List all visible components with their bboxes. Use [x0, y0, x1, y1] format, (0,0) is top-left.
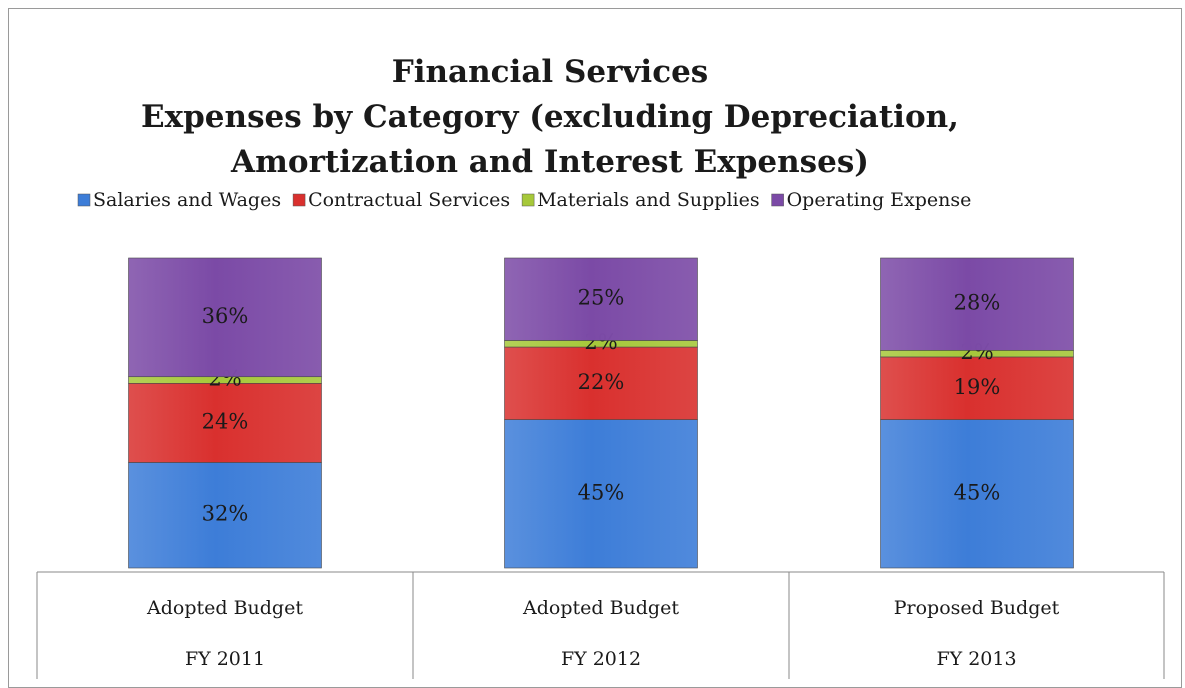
bar-segment-contractual-services [504, 346, 698, 420]
bar-segment-operating-expense [504, 257, 698, 341]
bar-stack-2: 45%22%2%25% [504, 257, 698, 569]
bar-segment-contractual-services [880, 356, 1074, 420]
legend-item-materials-and-supplies: Materials and Supplies [521, 189, 760, 211]
legend-swatch [77, 193, 91, 207]
category-label-1: Adopted Budget FY 2011 [146, 597, 303, 670]
legend-item-operating-expense: Operating Expense [771, 189, 972, 211]
data-label-contractual-services: 22% [578, 370, 625, 394]
bar-segment-operating-expense [128, 257, 322, 378]
category-label-line-1: Adopted Budget [522, 597, 679, 619]
legend-label: Materials and Supplies [537, 189, 760, 211]
category-label-3: Proposed Budget FY 2013 [894, 597, 1060, 670]
data-label-contractual-services: 24% [202, 409, 249, 433]
bar-stack-1: 32%24%2%36% [128, 257, 322, 569]
bar-segment-salaries-and-wages [504, 419, 698, 569]
legend-item-salaries-and-wages: Salaries and Wages [77, 189, 281, 211]
chart-title-line-2: Expenses by Category (excluding Deprecia… [141, 99, 959, 135]
chart-title-line-3: Amortization and Interest Expenses) [230, 144, 869, 180]
category-label-line-2: FY 2013 [936, 648, 1016, 670]
category-label-line-1: Proposed Budget [894, 597, 1060, 619]
legend-swatch [292, 193, 306, 207]
legend-swatch [521, 193, 535, 207]
data-label-salaries-and-wages: 45% [954, 480, 1001, 504]
data-label-operating-expense: 25% [578, 286, 625, 310]
bar-stack-3: 45%19%2%28% [880, 257, 1074, 569]
legend-label: Salaries and Wages [93, 189, 281, 211]
data-label-operating-expense: 28% [954, 291, 1001, 315]
chart-title-line-1: Financial Services [392, 54, 709, 90]
category-label-line-2: FY 2012 [561, 648, 641, 670]
bars: 32%24%2%36%45%22%2%25%45%19%2%28% [128, 257, 1074, 569]
legend-swatch [771, 193, 784, 207]
data-label-contractual-services: 19% [954, 375, 1001, 399]
data-label-salaries-and-wages: 32% [202, 502, 249, 526]
legend-label: Operating Expense [787, 189, 972, 211]
bar-segment-salaries-and-wages [880, 419, 1074, 569]
data-label-operating-expense: 36% [202, 304, 249, 328]
bar-segment-salaries-and-wages [128, 462, 322, 569]
chart-title: Financial Services Expenses by Category … [141, 54, 959, 180]
legend: Salaries and Wages Contractual Services Ma… [77, 189, 972, 211]
category-axis-table: Adopted Budget FY 2011 Adopted Budget FY 20… [36, 571, 1165, 679]
data-label-salaries-and-wages: 45% [578, 480, 625, 504]
category-label-line-1: Adopted Budget [146, 597, 303, 619]
legend-item-contractual-services: Contractual Services [292, 189, 510, 211]
category-label-line-2: FY 2011 [185, 648, 265, 670]
category-label-2: Adopted Budget FY 2012 [522, 597, 679, 670]
bar-segment-operating-expense [880, 257, 1074, 351]
legend-label: Contractual Services [308, 189, 510, 211]
